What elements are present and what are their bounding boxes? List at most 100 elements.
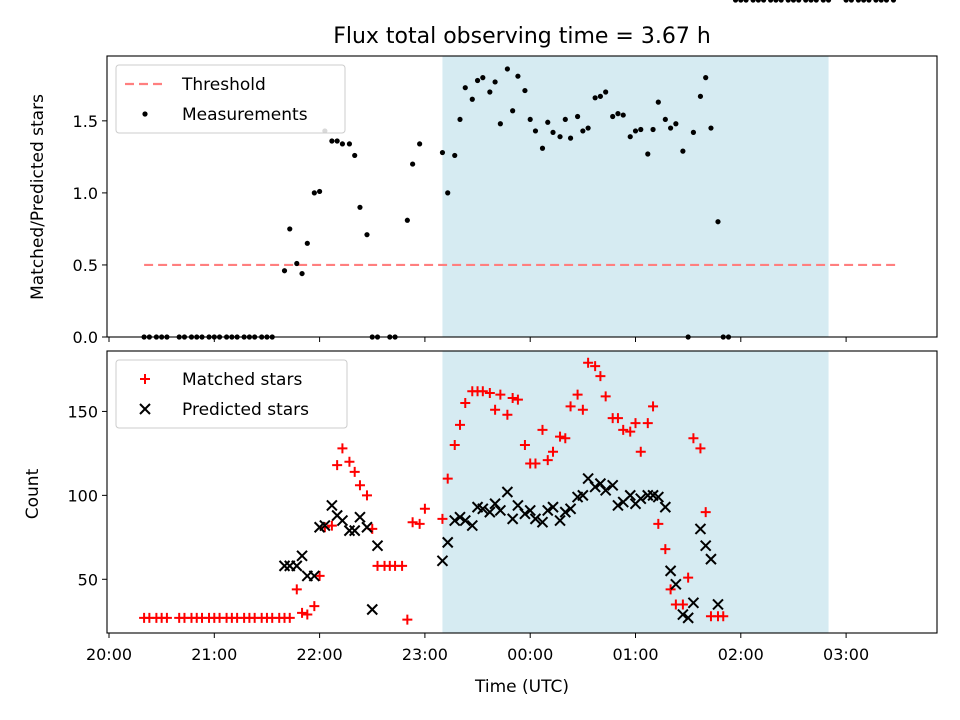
data-point [287, 226, 293, 232]
top-panel: 0.0 0.5 1.0 1.5 Threshold Measurements [73, 0, 938, 347]
data-point [542, 504, 554, 517]
data-point [687, 597, 700, 609]
data-point [768, 0, 774, 3]
data-point [297, 607, 308, 618]
data-point [366, 603, 378, 616]
data-point [449, 514, 461, 527]
data-point [460, 398, 471, 409]
data-point [490, 404, 501, 415]
chart-title: Flux total observing time = 3.67 h [333, 24, 711, 49]
data-point [457, 116, 463, 123]
data-point [294, 260, 300, 267]
data-point [750, 0, 756, 3]
data-point [530, 458, 541, 469]
data-point [732, 0, 739, 3]
data-point [562, 116, 568, 123]
data-point [545, 119, 551, 125]
data-point [673, 121, 679, 127]
data-point [638, 126, 644, 133]
data-point [512, 394, 523, 405]
data-point [477, 503, 489, 515]
data-point [462, 85, 468, 91]
data-point [635, 493, 647, 505]
data-point [357, 204, 363, 210]
data-point [785, 0, 791, 3]
data-point [577, 404, 588, 415]
data-point [296, 550, 308, 562]
data-point [603, 89, 609, 95]
legend-predicted-swatch [139, 403, 151, 415]
data-point [161, 612, 172, 623]
data-point [677, 608, 689, 621]
data-point [354, 480, 365, 491]
x-tick-label: 20:00 [86, 645, 132, 664]
axes-frame [106, 350, 938, 634]
data-point [515, 73, 521, 79]
data-point [319, 522, 330, 533]
data-point [592, 95, 598, 101]
top-y-axis-label: Matched/Predicted stars [28, 94, 48, 300]
x-tick-label: 02:00 [718, 645, 764, 664]
data-point [329, 138, 335, 144]
x-tick-label: 21:00 [191, 645, 237, 664]
data-point [878, 0, 884, 3]
data-point [454, 511, 466, 523]
data-point [469, 96, 475, 102]
data-point [354, 511, 366, 523]
legend: Matched stars Predicted stars [115, 359, 348, 429]
data-point [348, 524, 361, 537]
data-point [583, 357, 594, 368]
data-point [539, 145, 546, 151]
data-point [480, 75, 486, 81]
data-point [803, 0, 809, 3]
data-point [442, 473, 453, 484]
data-point [302, 609, 313, 620]
data-point [314, 570, 325, 581]
data-point [334, 138, 340, 144]
data-point [635, 446, 646, 457]
data-point [825, 0, 832, 3]
data-point [311, 190, 317, 196]
data-point [484, 387, 495, 398]
data-point [808, 0, 814, 3]
data-point [442, 536, 454, 549]
data-point [565, 401, 576, 412]
data-point [589, 481, 601, 493]
data-point [612, 413, 623, 424]
data-point [683, 572, 694, 583]
data-point [339, 141, 346, 147]
data-point [477, 386, 488, 397]
legend-matched-swatch [140, 374, 150, 384]
data-point [445, 190, 451, 196]
data-point [542, 455, 553, 466]
data-point [550, 129, 556, 135]
legend-label: Threshold [181, 75, 266, 95]
data-point [572, 389, 583, 400]
data-point [761, 0, 767, 3]
data-point [718, 611, 729, 622]
data-point [688, 433, 699, 444]
data-point [502, 409, 513, 420]
data-point [612, 499, 624, 512]
x-axis-label: Time (UTC) [474, 677, 569, 697]
data-point [410, 161, 416, 167]
data-point [668, 125, 674, 131]
x-tick-label: 00:00 [507, 645, 553, 664]
y-tick-label: 1.5 [73, 112, 98, 131]
data-point [567, 135, 574, 141]
legend-label: Matched stars [182, 370, 302, 390]
data-point [615, 111, 621, 117]
data-point [452, 152, 458, 159]
data-point [695, 443, 706, 454]
data-point [883, 0, 890, 3]
data-point [610, 113, 616, 120]
x-tick-label: 01:00 [612, 645, 658, 664]
data-point [659, 501, 672, 513]
data-point [343, 524, 356, 537]
data-point [712, 598, 724, 611]
data-point [703, 75, 709, 81]
data-point [738, 0, 744, 3]
data-point [326, 499, 338, 512]
data-point [560, 433, 571, 444]
x-tick-label: 03:00 [823, 645, 869, 664]
